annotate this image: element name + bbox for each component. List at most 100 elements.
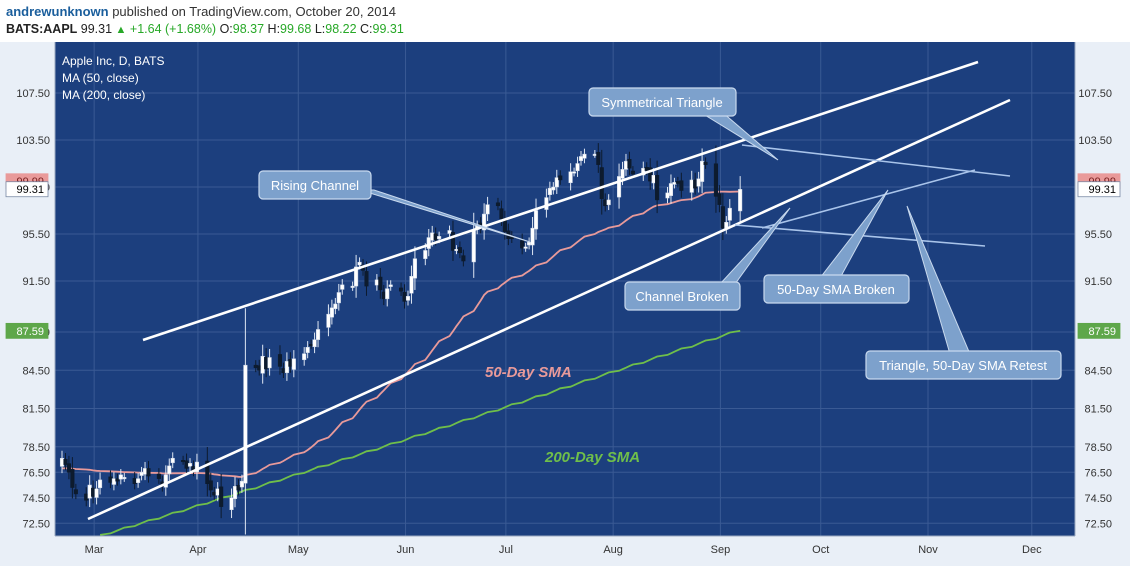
candle-up <box>98 479 103 489</box>
y-tick-label-right: 78.50 <box>1084 442 1112 454</box>
price-chart[interactable]: 50-Day SMA 200-Day SMA Symmetrical Trian… <box>0 42 1130 566</box>
y-tick-label-left: 84.50 <box>22 365 50 377</box>
candle-up <box>326 313 331 328</box>
candle-up <box>388 284 393 287</box>
candle-down <box>66 463 71 473</box>
x-tick-label: Jul <box>499 544 513 556</box>
candle-down <box>675 181 680 184</box>
candle-down <box>212 491 217 496</box>
callout-box-retest[interactable] <box>865 350 1062 380</box>
candle-up <box>229 497 234 510</box>
last-price-tag-right-text: 99.31 <box>1088 184 1116 196</box>
publish-line: andrewunknown published on TradingView.c… <box>6 4 396 19</box>
last-price-tag-left <box>5 181 49 198</box>
candle-down <box>208 480 213 491</box>
candle-down <box>219 486 224 507</box>
candle-down <box>596 151 601 165</box>
candle-up <box>617 176 622 198</box>
candle-up <box>405 296 411 301</box>
callout-box-sma-broken[interactable] <box>763 274 910 304</box>
open-value: 98.37 <box>232 22 265 36</box>
author-link[interactable]: andrewunknown <box>6 4 109 19</box>
candle-up <box>575 163 580 172</box>
callout-box-triangle[interactable] <box>588 87 737 117</box>
y-tick-label-right: 81.50 <box>1084 404 1112 416</box>
x-tick-label: Oct <box>812 544 829 556</box>
channel-upper-line[interactable] <box>142 60 979 342</box>
candle-up <box>194 461 199 473</box>
candle-down <box>433 233 438 241</box>
candle-up <box>385 288 390 300</box>
close-value: 99.31 <box>372 22 404 36</box>
candle-up <box>606 199 611 206</box>
candle-down <box>84 493 89 501</box>
candle-up <box>340 284 345 290</box>
candle-up <box>554 177 559 188</box>
left-price-axis[interactable] <box>0 42 55 536</box>
candle-down <box>717 193 722 205</box>
candle-up <box>623 160 629 170</box>
x-tick-label: Sep <box>711 544 731 556</box>
candle-up <box>547 187 552 196</box>
y-tick-label-left: 91.50 <box>22 276 50 288</box>
candle-up <box>437 236 442 240</box>
sma50-label: 50-Day SMA <box>485 364 572 381</box>
channel-lower-line[interactable] <box>87 98 1011 521</box>
candle-up <box>672 182 677 185</box>
candle-up <box>239 480 244 488</box>
sma-labels: 50-Day SMA 200-Day SMA <box>485 364 640 466</box>
candle-up <box>118 474 123 480</box>
candle-down <box>115 478 120 482</box>
candle-down <box>253 364 258 368</box>
candle-up <box>533 210 539 230</box>
x-tick-label: May <box>288 544 309 556</box>
sma200-tag-right <box>1077 322 1121 339</box>
sma200-line <box>99 330 741 536</box>
x-tick-label: Nov <box>918 544 938 556</box>
candle-down <box>181 460 186 463</box>
legend-sma50: MA (50, close) <box>62 71 139 85</box>
x-tick-label: Apr <box>189 544 206 556</box>
candle-down <box>502 219 507 232</box>
quote-line: BATS:AAPL 99.31 ▲ +1.64 (+1.68%) O:98.37… <box>6 22 404 36</box>
candle-down <box>381 291 386 300</box>
chart-area[interactable]: 50-Day SMA 200-Day SMA Symmetrical Trian… <box>0 42 1130 566</box>
time-axis[interactable] <box>0 536 1130 566</box>
chart-header: andrewunknown published on TradingView.c… <box>0 0 1130 42</box>
close-label: C: <box>360 22 373 36</box>
candle-up <box>329 307 334 318</box>
candle-up <box>260 355 265 374</box>
triangle-upper-line[interactable] <box>741 144 1011 177</box>
y-tick-label-left: 78.50 <box>22 442 50 454</box>
x-tick-label: Jun <box>397 544 415 556</box>
candles <box>59 143 743 535</box>
sma200-path <box>99 330 741 536</box>
callout-text-channel-broken: Channel Broken <box>635 289 728 304</box>
y-tick-label-right: 74.50 <box>1084 493 1112 505</box>
candle-down <box>205 460 210 484</box>
right-price-axis[interactable] <box>1075 42 1130 536</box>
candle-up <box>426 237 431 249</box>
callout-text-sma-broken: 50-Day SMA Broken <box>777 282 895 297</box>
candle-down <box>364 271 369 287</box>
candle-down <box>257 365 262 371</box>
candle-up <box>312 339 317 348</box>
candle-up <box>243 364 248 484</box>
candle-down <box>277 354 283 367</box>
candle-up <box>94 488 99 498</box>
y-tick-label-right: 95.50 <box>1084 229 1112 241</box>
triangle-inner-line[interactable] <box>761 169 976 229</box>
candle-up <box>374 279 379 286</box>
symbol-label: BATS:AAPL <box>6 22 78 36</box>
callout-box-channel-broken[interactable] <box>624 281 741 311</box>
candle-up <box>409 276 414 294</box>
y-tick-label-right: 91.50 <box>1084 276 1112 288</box>
candle-up <box>527 241 532 246</box>
candle-up <box>668 183 674 196</box>
candle-up <box>696 178 701 187</box>
candle-up <box>651 175 656 184</box>
x-tick-labels: Mar Apr May Jun Jul Aug Sep Oct Nov Dec <box>85 544 1042 556</box>
callout-box-channel[interactable] <box>258 170 372 200</box>
candle-up <box>59 457 65 467</box>
